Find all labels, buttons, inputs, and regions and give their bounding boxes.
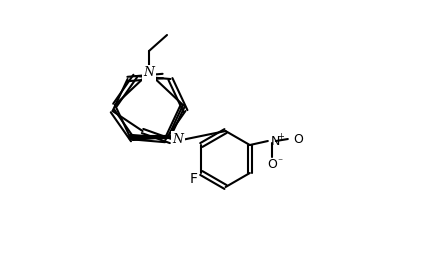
Text: F: F <box>189 172 197 186</box>
Text: O: O <box>293 132 303 146</box>
Text: ⁻: ⁻ <box>278 157 283 167</box>
Text: N: N <box>143 66 155 80</box>
Text: N: N <box>271 135 280 147</box>
Text: O: O <box>267 158 277 170</box>
Text: +: + <box>277 132 284 140</box>
Text: N: N <box>172 132 184 146</box>
